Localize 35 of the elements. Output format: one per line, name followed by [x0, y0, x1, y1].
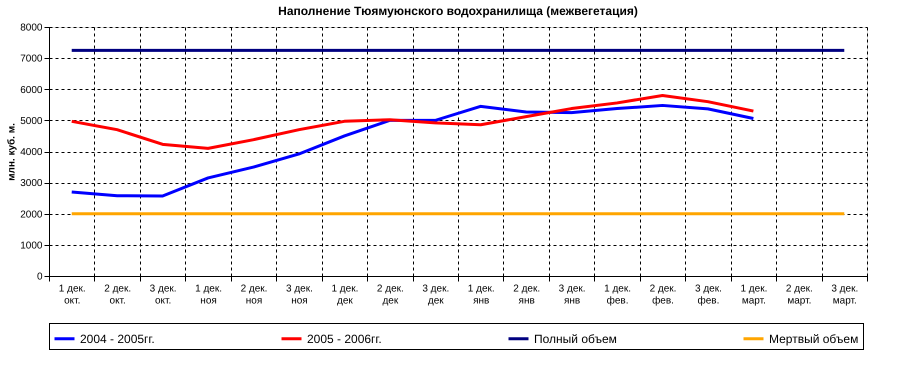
x-tick-label: 2 дек. фев. — [650, 284, 676, 306]
x-tick-label: 1 дек. фев. — [604, 284, 631, 306]
y-tick-label: 2000 — [20, 209, 43, 220]
y-tick-label: 6000 — [20, 84, 43, 96]
legend-label: Полный объем — [534, 332, 617, 346]
x-tick-label: 3 дек. март. — [831, 284, 858, 306]
x-tick-label: 1 дек. янв — [468, 284, 495, 306]
y-tick-label: 1000 — [20, 240, 43, 252]
x-tick-label: 3 дек. ноя — [286, 284, 313, 306]
x-tick-label: 3 дек. янв — [558, 284, 586, 306]
legend-label: 2004 - 2005гг. — [80, 332, 155, 346]
x-tick-label: 1 дек. ноя — [195, 284, 222, 306]
x-tick-label: 1 дек. март. — [740, 284, 768, 306]
y-tick-label: 7000 — [20, 54, 43, 65]
x-tick-label: 2 дек. март. — [786, 284, 813, 306]
y-tick-label: 3000 — [20, 178, 43, 190]
line-series — [70, 104, 755, 198]
y-axis-title: млн. куб. м. — [6, 122, 18, 181]
x-tick-label: 2 дек. окт. — [104, 284, 132, 306]
x-tick-label: 3 дек. окт. — [150, 284, 177, 306]
x-tick-label: 3 дек. фев. — [695, 284, 722, 306]
y-tick-label: 5000 — [20, 116, 43, 127]
x-tick-label: 2 дек. ноя — [240, 284, 268, 306]
y-tick-label: 0 — [36, 272, 43, 282]
line-series — [70, 94, 755, 150]
x-tick-label: 2 дек. янв — [513, 284, 540, 306]
legend-label: 2005 - 2006гг. — [307, 332, 382, 346]
x-tick-label: 1 дек. дек — [331, 284, 358, 306]
x-tick-label: 2 дек. дек — [376, 284, 404, 306]
y-tick-label: 8000 — [20, 22, 43, 34]
y-tick-label: 4000 — [20, 147, 43, 158]
x-tick-label: 1 дек. окт. — [58, 284, 86, 306]
legend-label: Мертвый объем — [769, 332, 858, 346]
chart-title: Наполнение Тюямуюнского водохранилища (межвегетация) — [278, 4, 638, 18]
x-tick-label: 3 дек. дек — [422, 284, 450, 306]
